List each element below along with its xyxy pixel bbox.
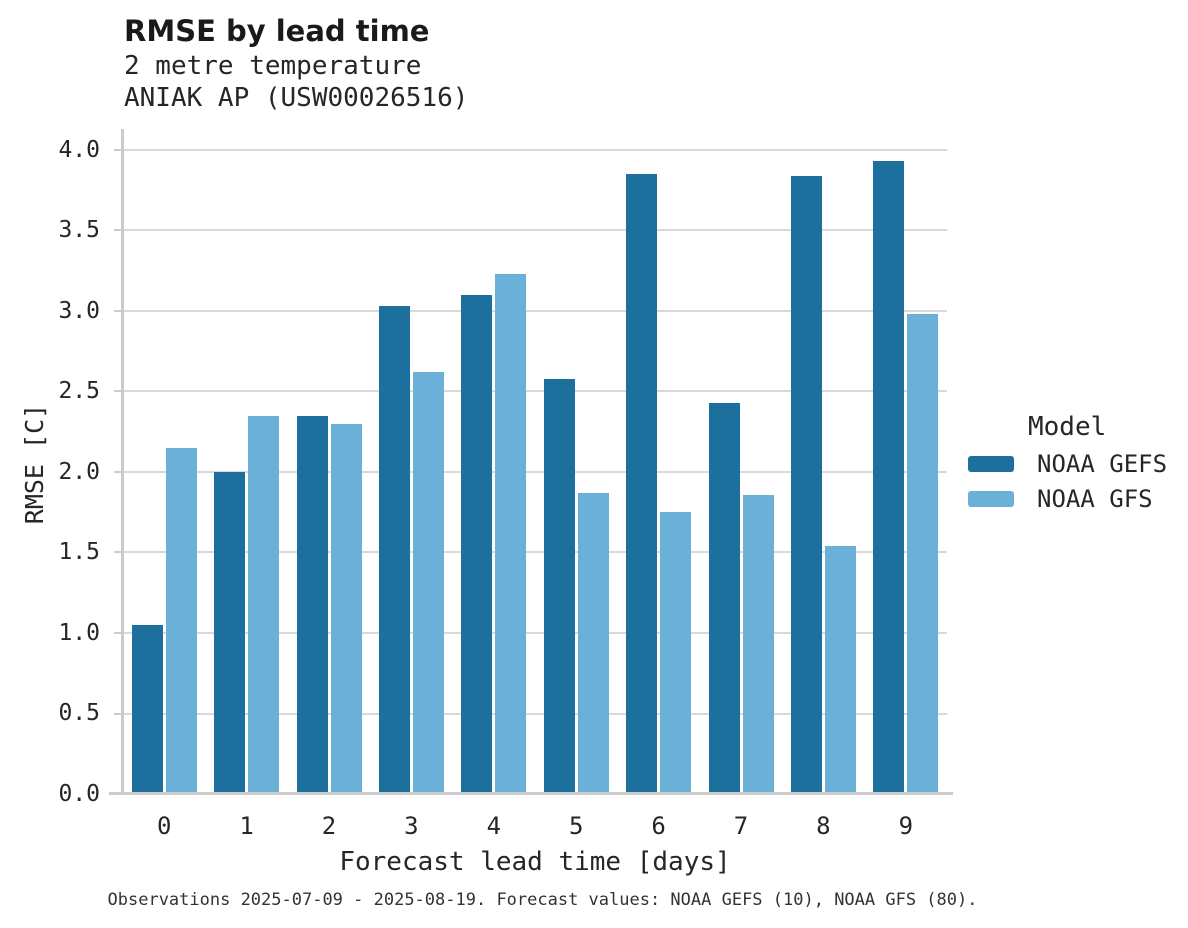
bar-noaa-gfs-day-7 [742,494,774,794]
x-tick-label-8: 8 [816,812,831,840]
y-tick-label-0.5: 0.5 [58,700,100,727]
y-tick-mark-3.5 [114,229,122,232]
bar-noaa-gfs-day-2 [330,423,362,794]
bar-noaa-gefs-day-1 [214,472,246,794]
x-tick-label-7: 7 [733,812,749,840]
footer-caption: Observations 2025-07-09 - 2025-08-19. Fo… [107,890,978,910]
x-axis-line [109,792,953,795]
y-tick-label-3.5: 3.5 [58,217,100,244]
legend-swatch-noaa-gfs [968,491,1014,507]
x-tick-label-1: 1 [239,812,254,840]
bar-noaa-gefs-day-2 [296,415,328,794]
bar-noaa-gefs-day-0 [131,624,163,794]
bar-noaa-gfs-day-5 [577,492,609,794]
y-tick-label-0.0: 0.0 [58,781,100,807]
bar-noaa-gfs-day-3 [412,372,444,794]
bar-noaa-gefs-day-6 [626,174,658,794]
legend-row-noaa-gfs: NOAA GFS [966,485,1188,513]
gridline-y-2.5 [123,390,947,393]
x-tick-label-5: 5 [568,812,584,840]
bar-noaa-gfs-day-1 [248,415,280,794]
y-tick-mark-2.5 [114,390,122,393]
y-axis-spine [121,129,124,794]
y-tick-mark-0.0 [114,793,122,795]
gridline-y-1.5 [123,551,947,554]
gridline-y-3.5 [123,229,947,232]
x-tick-label-6: 6 [651,812,666,840]
y-tick-label-2.5: 2.5 [58,378,100,405]
bar-noaa-gfs-day-0 [165,447,197,794]
legend-title: Model [1028,412,1107,442]
y-tick-mark-1.5 [114,551,122,554]
legend-row-noaa-gefs: NOAA GEFS [966,450,1188,478]
x-tick-label-2: 2 [321,812,337,840]
bar-noaa-gfs-day-6 [660,512,692,794]
y-tick-label-3.0: 3.0 [58,297,100,324]
bar-noaa-gefs-day-9 [873,161,905,794]
chart-subtitle: 2 metre temperature ANIAK AP (USW00026516… [124,50,468,114]
y-tick-label-1.0: 1.0 [58,619,100,646]
legend: Model NOAA GEFS NOAA GFS [966,412,1188,513]
chart-title: RMSE by lead time [124,14,430,48]
y-tick-mark-1.0 [114,631,122,634]
bar-noaa-gefs-day-8 [790,175,822,794]
bar-noaa-gefs-day-7 [708,402,740,794]
y-tick-label-1.5: 1.5 [58,539,100,566]
y-tick-mark-3.0 [114,309,122,312]
y-tick-mark-4.0 [114,148,122,151]
legend-swatch-noaa-gefs [968,456,1014,472]
bar-noaa-gefs-day-4 [461,294,493,794]
y-tick-mark-2.0 [114,470,122,473]
bar-noaa-gfs-day-8 [824,546,856,794]
gridline-y-0.5 [123,712,947,715]
bar-noaa-gefs-day-5 [543,378,575,794]
gridline-y-4.0 [123,148,947,151]
y-tick-label-4.0: 4.0 [58,136,100,163]
x-tick-label-9: 9 [898,812,914,840]
bar-noaa-gfs-day-4 [495,273,527,794]
y-tick-label-2.0: 2.0 [58,458,100,485]
gridline-y-1.0 [123,631,947,634]
gridline-y-3.0 [123,309,947,312]
bar-noaa-gefs-day-3 [378,306,410,794]
plot-area [109,129,953,795]
y-axis-label: RMSE [C] [20,403,49,525]
chart-subtitle-line-2: ANIAK AP (USW00026516) [124,83,469,113]
gridline-y-2.0 [123,470,947,473]
legend-label-noaa-gefs: NOAA GEFS [1037,450,1168,478]
bar-noaa-gfs-day-9 [907,314,939,794]
x-tick-label-0: 0 [156,812,172,840]
y-tick-mark-0.5 [114,712,122,715]
x-tick-label-4: 4 [486,812,502,840]
chart-subtitle-line-1: 2 metre temperature [124,51,422,81]
legend-label-noaa-gfs: NOAA GFS [1037,485,1153,513]
x-axis-label: Forecast lead time [days] [339,847,731,877]
x-tick-label-3: 3 [404,812,419,840]
